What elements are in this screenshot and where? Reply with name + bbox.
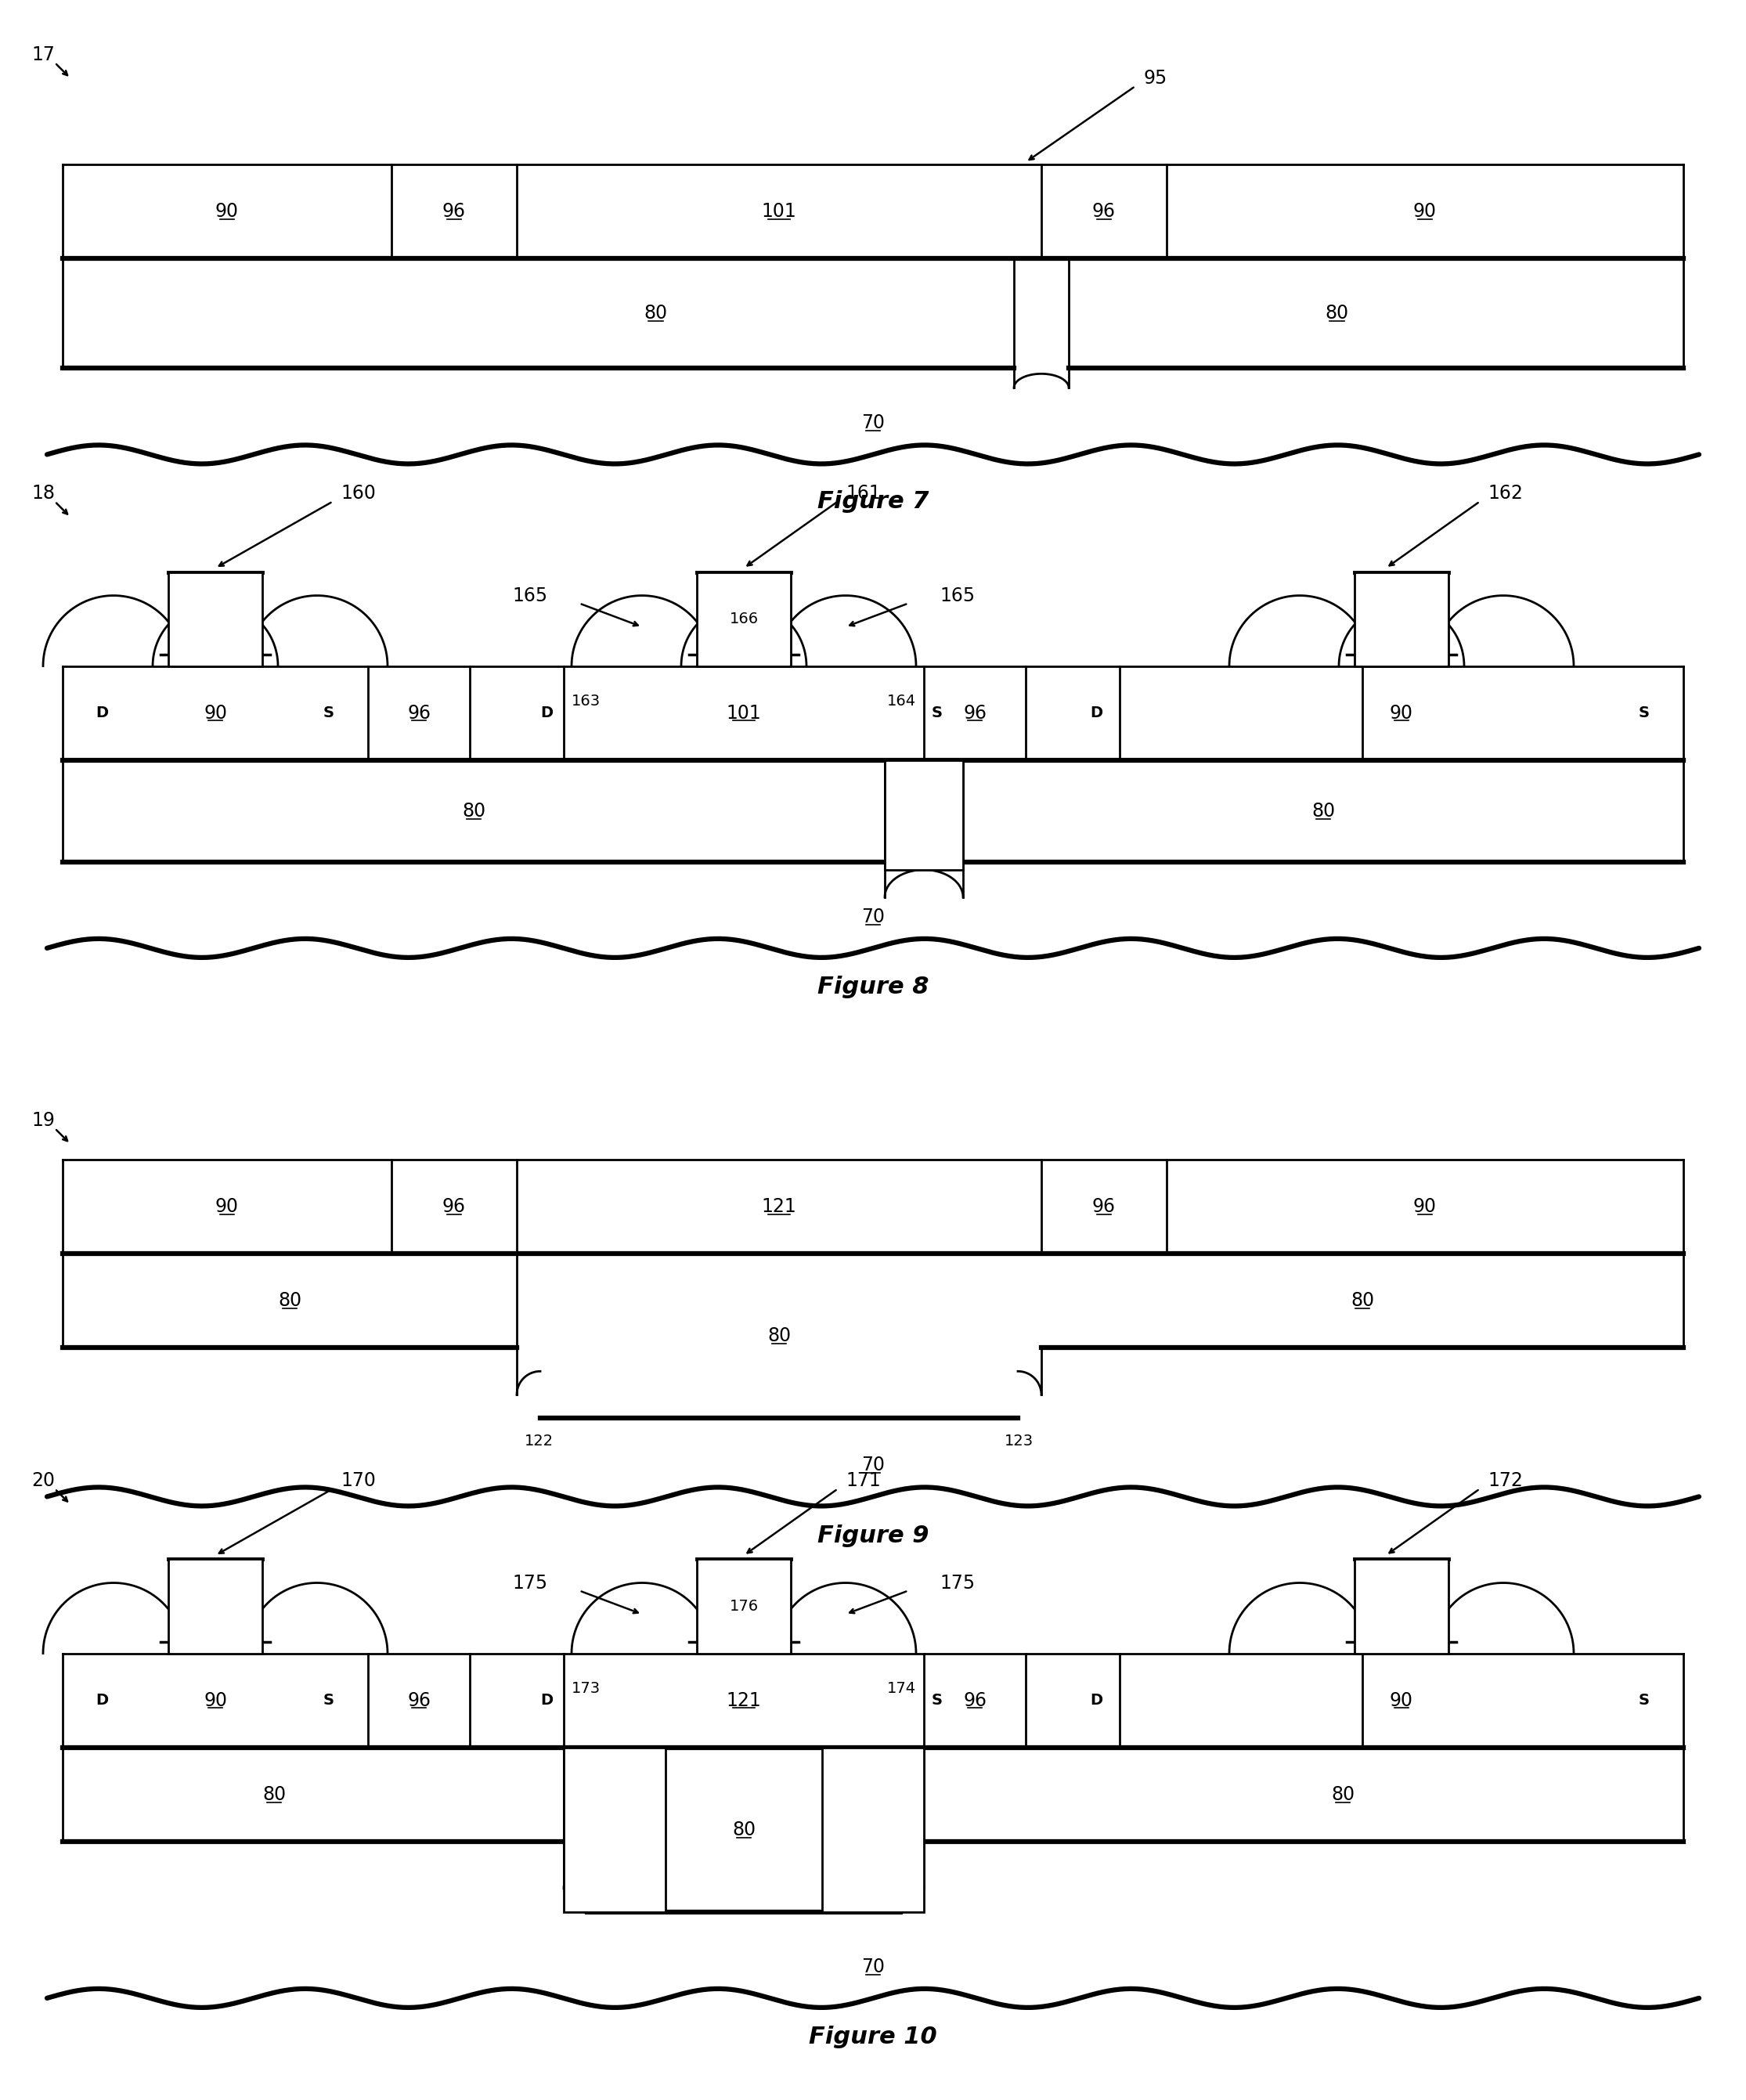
Text: 70: 70: [861, 1455, 885, 1474]
Text: 173: 173: [571, 1682, 601, 1697]
Text: 175: 175: [513, 1573, 548, 1592]
Text: S: S: [932, 1693, 943, 1707]
Text: 90: 90: [215, 1197, 239, 1216]
Text: 170: 170: [340, 1472, 375, 1491]
Text: D: D: [540, 706, 553, 720]
Text: 80: 80: [1311, 802, 1336, 821]
Text: 121: 121: [761, 1197, 796, 1216]
Bar: [168, 571, 262, 666]
Text: 171: 171: [845, 1472, 880, 1491]
Text: 90: 90: [1413, 1197, 1437, 1216]
Text: 165: 165: [939, 586, 974, 605]
Text: 121: 121: [726, 1691, 761, 1709]
Text: 162: 162: [1488, 485, 1523, 504]
Text: 80: 80: [1325, 304, 1348, 323]
Text: 96: 96: [407, 704, 431, 722]
Text: S: S: [323, 706, 333, 720]
Text: 176: 176: [730, 1598, 758, 1613]
Text: S: S: [323, 1693, 333, 1707]
Text: 90: 90: [1413, 202, 1437, 220]
Text: D: D: [96, 706, 108, 720]
Text: 80: 80: [1351, 1292, 1374, 1310]
Text: 96: 96: [964, 1691, 986, 1709]
Text: 80: 80: [1330, 1785, 1355, 1804]
Bar: [1355, 571, 1449, 666]
Text: 175: 175: [939, 1573, 974, 1592]
Text: 123: 123: [1004, 1434, 1034, 1449]
Bar: [697, 571, 791, 666]
Text: S: S: [1639, 706, 1650, 720]
Text: 125: 125: [859, 1823, 887, 1838]
Text: 164: 164: [887, 693, 917, 708]
Text: 101: 101: [726, 704, 761, 722]
Text: 90: 90: [204, 1691, 227, 1709]
Text: 80: 80: [262, 1785, 286, 1804]
Bar: [697, 1560, 791, 1653]
Text: 95: 95: [1144, 69, 1166, 88]
Text: D: D: [540, 1693, 553, 1707]
Text: 161: 161: [845, 485, 880, 504]
Text: 90: 90: [204, 704, 227, 722]
Text: Figure 9: Figure 9: [817, 1525, 929, 1548]
Text: 160: 160: [340, 485, 375, 504]
Text: 70: 70: [861, 907, 885, 926]
Bar: [168, 1560, 262, 1653]
Text: 20: 20: [31, 1472, 54, 1491]
Text: D: D: [1090, 706, 1102, 720]
Text: 165: 165: [513, 586, 548, 605]
Text: 70: 70: [861, 1957, 885, 1976]
Bar: [885, 760, 964, 869]
Text: S: S: [1639, 1693, 1650, 1707]
Text: 90: 90: [1390, 704, 1413, 722]
Text: 96: 96: [442, 202, 466, 220]
Text: D: D: [96, 1693, 108, 1707]
Text: D: D: [1090, 1693, 1102, 1707]
Text: Figure 10: Figure 10: [808, 2027, 938, 2050]
Bar: [822, 1747, 924, 1911]
Text: 96: 96: [442, 1197, 466, 1216]
Text: 174: 174: [887, 1682, 917, 1697]
Text: 124: 124: [601, 1823, 629, 1838]
Text: 18: 18: [31, 485, 54, 504]
Text: S: S: [932, 706, 943, 720]
Text: 102: 102: [910, 811, 938, 825]
Text: 166: 166: [730, 611, 758, 626]
Text: 96: 96: [1093, 1197, 1116, 1216]
Text: 70: 70: [861, 414, 885, 433]
Text: 90: 90: [215, 202, 239, 220]
Bar: [1355, 1560, 1449, 1653]
Bar: [564, 1747, 665, 1911]
Text: 80: 80: [732, 1821, 756, 1840]
Text: 80: 80: [463, 802, 485, 821]
Text: 19: 19: [31, 1111, 54, 1130]
Text: 17: 17: [31, 46, 54, 65]
Text: 80: 80: [644, 304, 667, 323]
Text: 90: 90: [1390, 1691, 1413, 1709]
Text: 101: 101: [761, 202, 796, 220]
Text: 122: 122: [524, 1434, 553, 1449]
Text: 80: 80: [278, 1292, 302, 1310]
Text: 96: 96: [964, 704, 986, 722]
Text: Figure 8: Figure 8: [817, 977, 929, 1000]
Text: 96: 96: [1093, 202, 1116, 220]
Text: 163: 163: [571, 693, 601, 708]
Text: 96: 96: [407, 1691, 431, 1709]
Text: 172: 172: [1488, 1472, 1523, 1491]
Text: 80: 80: [766, 1327, 791, 1346]
Text: Figure 7: Figure 7: [817, 489, 929, 512]
